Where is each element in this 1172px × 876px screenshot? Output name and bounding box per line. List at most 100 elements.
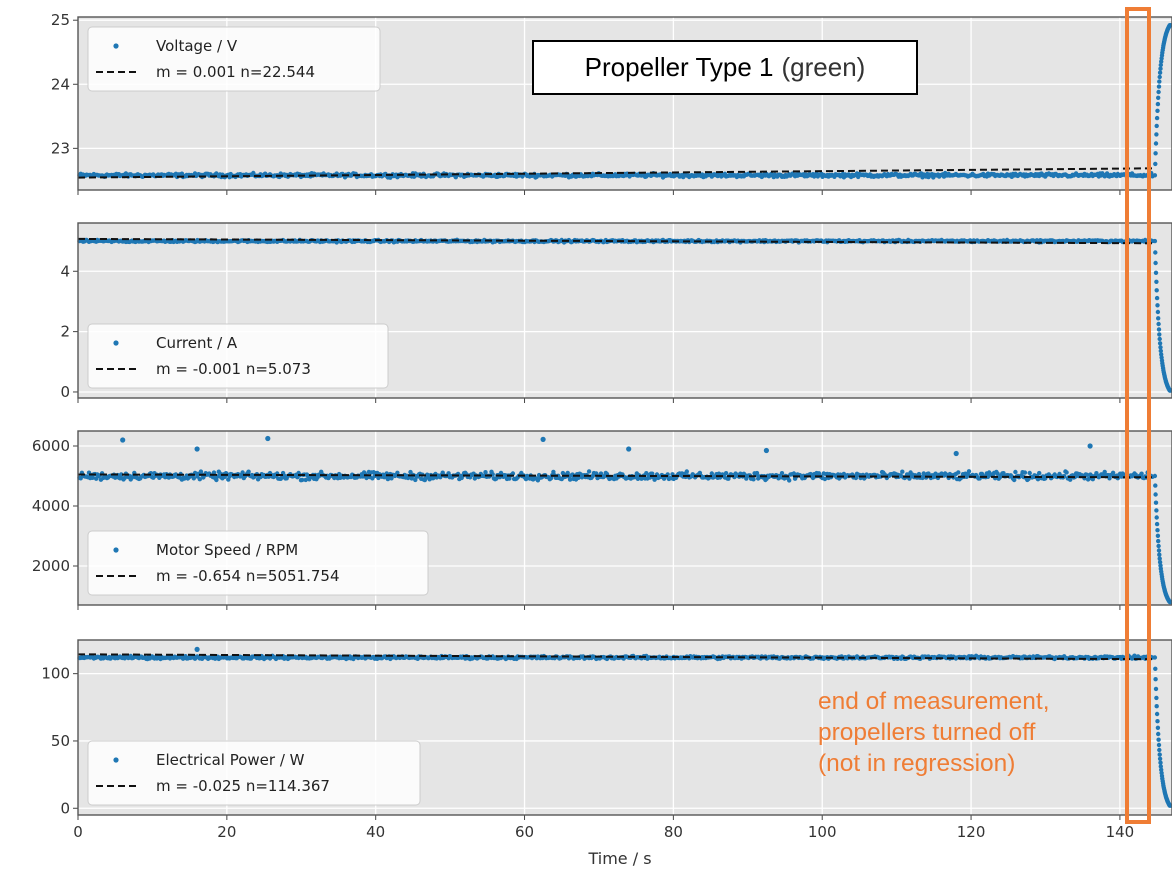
annotation-line: propellers turned off — [818, 719, 1036, 746]
data-point-end — [1158, 66, 1163, 71]
data-point-end — [1153, 250, 1158, 255]
panel-4: 0 50 100 Electrical Power / W m = -0.025 n=1… — [41, 639, 1172, 820]
data-point-end — [1158, 764, 1164, 769]
legend-marker-points — [113, 757, 119, 763]
data-point — [1027, 470, 1032, 476]
data-point — [395, 470, 400, 475]
data-point-end — [1154, 288, 1159, 293]
data-point — [878, 474, 884, 479]
data-point-end — [1153, 677, 1158, 682]
data-point — [650, 471, 655, 476]
data-point — [598, 471, 604, 476]
y-tick-label: 2 — [60, 323, 70, 341]
data-point — [684, 469, 689, 474]
data-point — [787, 478, 792, 483]
legend-label-fit: m = -0.654 n=5051.754 — [156, 567, 340, 585]
chart-title: Propeller Type 1 (green) — [532, 40, 918, 95]
data-point-end — [1156, 538, 1161, 544]
x-axis: 0 20 40 60 80 100 120 140 — [73, 823, 1134, 841]
annotation-line: (not in regression) — [818, 750, 1016, 777]
axes-frame — [77, 639, 1172, 816]
data-point-end — [1156, 548, 1162, 553]
y-tick-label: 4000 — [32, 497, 70, 515]
data-point-end — [1153, 483, 1158, 488]
data-point-end — [1157, 556, 1162, 561]
data-point — [90, 475, 95, 480]
data-point — [1110, 470, 1116, 475]
data-point — [586, 469, 592, 474]
data-point-end — [1153, 151, 1158, 156]
data-point — [1139, 471, 1144, 476]
data-point — [1012, 477, 1017, 483]
axes-frame — [77, 16, 1172, 191]
axes-frame — [77, 222, 1172, 399]
legend-box — [87, 530, 429, 596]
data-point — [122, 475, 127, 481]
data-point-end — [1155, 108, 1160, 114]
data-points — [77, 23, 1172, 180]
y-tick-label: 4 — [60, 262, 70, 280]
data-point-end — [1156, 737, 1161, 742]
legend-label-series: Electrical Power / W — [156, 751, 305, 769]
regression-line — [77, 473, 1154, 479]
data-point-end — [1157, 752, 1162, 757]
data-point — [1022, 470, 1028, 475]
data-point-end — [1158, 348, 1164, 354]
chart-title-main: Propeller Type 1 — [584, 52, 774, 82]
legend-marker-points — [113, 43, 119, 49]
data-point-outlier — [194, 446, 200, 452]
y-tick-label: 0 — [60, 799, 70, 817]
data-point — [409, 476, 414, 481]
data-point — [995, 471, 1000, 476]
data-point-end — [1153, 270, 1159, 275]
data-point-end — [1152, 473, 1158, 479]
data-point-end — [1154, 279, 1159, 284]
data-point-end — [1153, 141, 1159, 146]
data-point-end — [1157, 341, 1163, 346]
data-point-end — [1152, 238, 1158, 244]
y-tick-label: 25 — [51, 11, 70, 29]
data-point-end — [1155, 101, 1161, 107]
data-point — [933, 471, 938, 476]
data-point-end — [1158, 345, 1163, 350]
data-point-end — [1156, 316, 1161, 321]
x-tick-label: 20 — [217, 823, 236, 841]
regression-line — [77, 237, 1154, 245]
data-point-end — [1155, 303, 1160, 308]
x-tick-label: 80 — [664, 823, 683, 841]
data-point-end — [1153, 500, 1159, 505]
data-point-outlier — [626, 446, 632, 452]
data-point — [408, 469, 413, 475]
data-point-outlier — [265, 435, 271, 442]
data-point-end — [1158, 760, 1163, 765]
data-point — [567, 477, 573, 482]
axes-frame — [77, 430, 1172, 606]
data-point-end — [1157, 560, 1163, 565]
regression-line — [77, 653, 1154, 661]
data-point — [240, 470, 245, 475]
data-point-end — [1153, 666, 1158, 671]
legend-label-series: Current / A — [156, 334, 238, 352]
data-point-outlier — [120, 437, 126, 443]
panel-2: 0 2 4 Current / A m = -0.001 n=5.073 — [60, 222, 1172, 403]
data-point — [197, 477, 202, 482]
data-point — [560, 470, 566, 476]
data-point — [1068, 477, 1073, 482]
data-point-end — [1157, 70, 1163, 75]
data-point-outlier — [953, 450, 959, 457]
data-point-end — [1154, 295, 1160, 301]
legend-marker-points — [113, 340, 119, 346]
data-point — [1037, 470, 1042, 476]
data-point-end — [1158, 62, 1164, 68]
data-point — [751, 477, 756, 482]
data-point-end — [1157, 747, 1162, 753]
data-point-end — [1152, 655, 1158, 660]
end-of-measurement-annotation: end of measurement, propellers turned of… — [818, 686, 1130, 779]
data-point-end — [1154, 115, 1160, 121]
data-point — [389, 476, 394, 481]
data-point-end — [1157, 74, 1162, 80]
legend-box — [87, 323, 389, 389]
data-point-end — [1157, 332, 1162, 337]
legend-label-fit: m = 0.001 n=22.544 — [156, 63, 315, 81]
